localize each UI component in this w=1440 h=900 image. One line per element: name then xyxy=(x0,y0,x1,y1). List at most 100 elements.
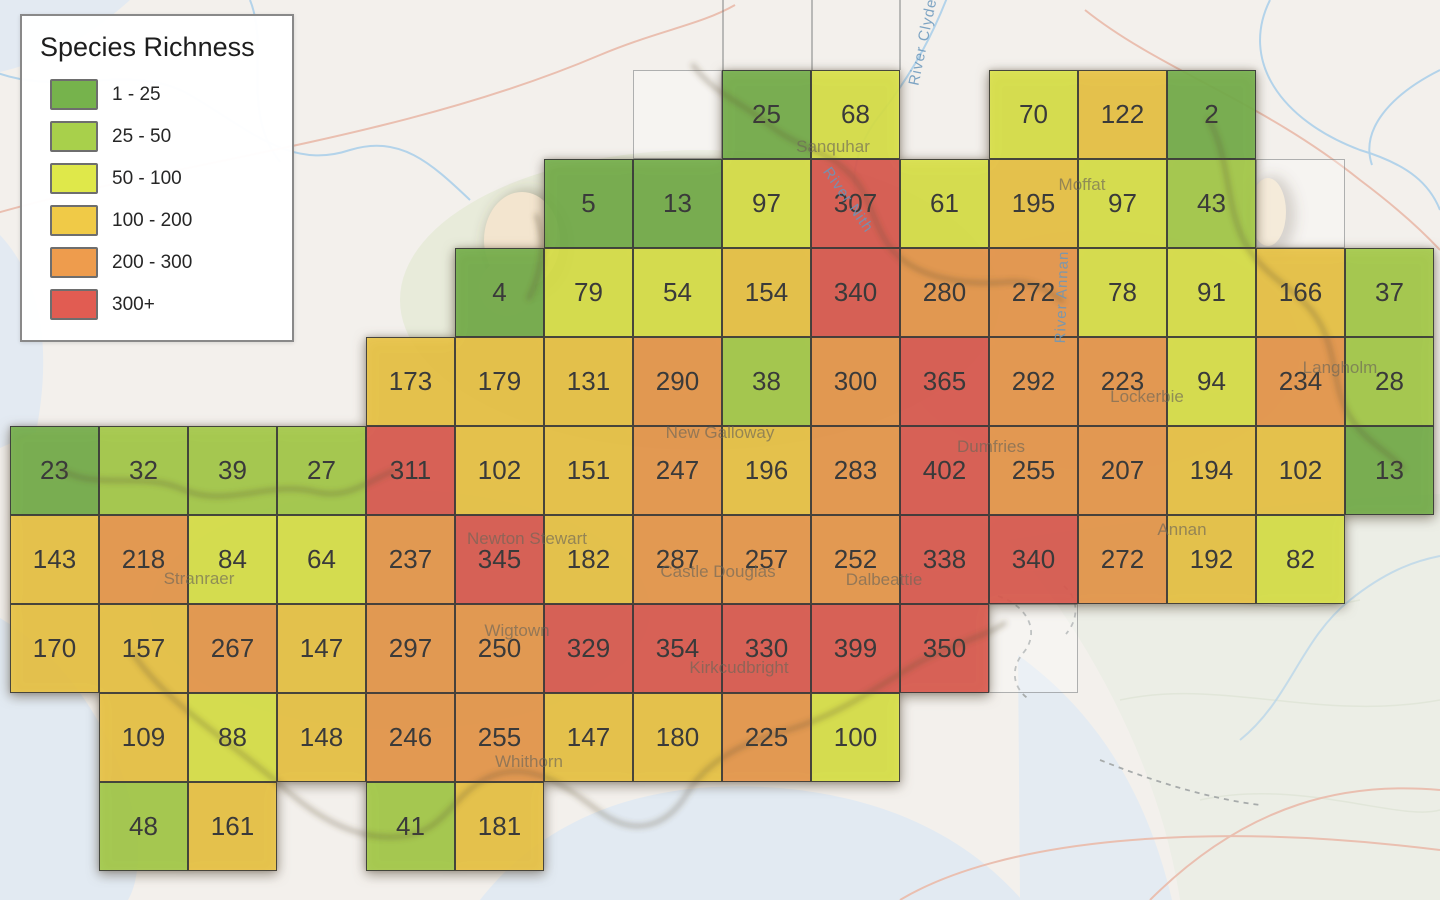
grid-cell[interactable]: 100 xyxy=(811,693,900,782)
grid-cell[interactable]: 91 xyxy=(1167,248,1256,337)
grid-cell[interactable]: 195 xyxy=(989,159,1078,248)
grid-cell[interactable]: 255 xyxy=(989,426,1078,515)
grid-cell[interactable]: 102 xyxy=(1256,426,1345,515)
grid-cell[interactable]: 297 xyxy=(366,604,455,693)
grid-cell[interactable]: 161 xyxy=(188,782,277,871)
grid-cell[interactable]: 267 xyxy=(188,604,277,693)
grid-cell[interactable]: 218 xyxy=(99,515,188,604)
legend-swatch-icon xyxy=(50,121,98,152)
grid-cell[interactable]: 283 xyxy=(811,426,900,515)
grid-cell[interactable]: 247 xyxy=(633,426,722,515)
grid-cell[interactable]: 179 xyxy=(455,337,544,426)
grid-cell[interactable]: 147 xyxy=(544,693,633,782)
grid-cell[interactable]: 223 xyxy=(1078,337,1167,426)
grid-cell[interactable]: 399 xyxy=(811,604,900,693)
grid-cell[interactable]: 182 xyxy=(544,515,633,604)
grid-cell[interactable]: 272 xyxy=(1078,515,1167,604)
grid-cell[interactable]: 237 xyxy=(366,515,455,604)
grid-cell[interactable]: 173 xyxy=(366,337,455,426)
grid-cell[interactable]: 287 xyxy=(633,515,722,604)
grid-cell[interactable]: 78 xyxy=(1078,248,1167,337)
grid-cell[interactable]: 246 xyxy=(366,693,455,782)
legend-panel: Species Richness 1 - 25 25 - 50 50 - 100 10… xyxy=(20,14,294,342)
grid-cell[interactable]: 225 xyxy=(722,693,811,782)
grid-cell[interactable]: 23 xyxy=(10,426,99,515)
grid-cell[interactable]: 196 xyxy=(722,426,811,515)
legend-swatch-icon xyxy=(50,289,98,320)
grid-cell[interactable]: 4 xyxy=(455,248,544,337)
grid-cell[interactable]: 292 xyxy=(989,337,1078,426)
grid-cell[interactable]: 122 xyxy=(1078,70,1167,159)
grid-cell[interactable]: 340 xyxy=(989,515,1078,604)
grid-cell[interactable]: 340 xyxy=(811,248,900,337)
grid-cell[interactable]: 194 xyxy=(1167,426,1256,515)
legend-item-label: 300+ xyxy=(112,293,155,315)
grid-cell[interactable]: 330 xyxy=(722,604,811,693)
grid-cell[interactable]: 257 xyxy=(722,515,811,604)
grid-cell[interactable]: 94 xyxy=(1167,337,1256,426)
grid-cell[interactable]: 311 xyxy=(366,426,455,515)
grid-cell[interactable]: 82 xyxy=(1256,515,1345,604)
grid-cell[interactable]: 68 xyxy=(811,70,900,159)
legend-item-label: 50 - 100 xyxy=(112,167,182,189)
grid-cell[interactable]: 70 xyxy=(989,70,1078,159)
grid-cell[interactable]: 54 xyxy=(633,248,722,337)
grid-cell[interactable]: 43 xyxy=(1167,159,1256,248)
grid-cell[interactable]: 2 xyxy=(1167,70,1256,159)
legend-item: 300+ xyxy=(50,289,274,320)
grid-cell[interactable]: 180 xyxy=(633,693,722,782)
grid-cell[interactable]: 39 xyxy=(188,426,277,515)
legend-title: Species Richness xyxy=(40,32,255,62)
grid-cell[interactable]: 41 xyxy=(366,782,455,871)
grid-cell[interactable]: 354 xyxy=(633,604,722,693)
grid-cell[interactable]: 350 xyxy=(900,604,989,693)
grid-cell[interactable]: 37 xyxy=(1345,248,1434,337)
grid-cell[interactable]: 147 xyxy=(277,604,366,693)
grid-cell[interactable]: 131 xyxy=(544,337,633,426)
grid-cell[interactable]: 25 xyxy=(722,70,811,159)
grid-cell[interactable]: 154 xyxy=(722,248,811,337)
grid-cell[interactable]: 32 xyxy=(99,426,188,515)
grid-cell[interactable]: 402 xyxy=(900,426,989,515)
grid-cell[interactable]: 64 xyxy=(277,515,366,604)
grid-cell[interactable]: 27 xyxy=(277,426,366,515)
grid-cell[interactable]: 148 xyxy=(277,693,366,782)
grid-cell[interactable]: 329 xyxy=(544,604,633,693)
grid-cell[interactable]: 170 xyxy=(10,604,99,693)
grid-cell[interactable]: 338 xyxy=(900,515,989,604)
grid-cell[interactable]: 151 xyxy=(544,426,633,515)
grid-cell[interactable]: 157 xyxy=(99,604,188,693)
grid-cell[interactable]: 109 xyxy=(99,693,188,782)
grid-cell[interactable]: 88 xyxy=(188,693,277,782)
grid-cell[interactable]: 5 xyxy=(544,159,633,248)
grid-cell[interactable]: 290 xyxy=(633,337,722,426)
grid-cell[interactable]: 255 xyxy=(455,693,544,782)
grid-cell[interactable]: 234 xyxy=(1256,337,1345,426)
grid-cell[interactable]: 272 xyxy=(989,248,1078,337)
grid-cell[interactable]: 13 xyxy=(633,159,722,248)
grid-cell[interactable]: 61 xyxy=(900,159,989,248)
grid-cell[interactable]: 300 xyxy=(811,337,900,426)
legend-swatch-icon xyxy=(50,163,98,194)
grid-cell[interactable]: 181 xyxy=(455,782,544,871)
grid-cell[interactable]: 13 xyxy=(1345,426,1434,515)
grid-cell[interactable]: 97 xyxy=(1078,159,1167,248)
grid-cell[interactable]: 38 xyxy=(722,337,811,426)
grid-cell[interactable]: 365 xyxy=(900,337,989,426)
grid-cell[interactable]: 28 xyxy=(1345,337,1434,426)
grid-cell[interactable]: 250 xyxy=(455,604,544,693)
grid-cell[interactable]: 143 xyxy=(10,515,99,604)
grid-cell[interactable]: 166 xyxy=(1256,248,1345,337)
grid-cell[interactable]: 252 xyxy=(811,515,900,604)
grid-cell[interactable]: 192 xyxy=(1167,515,1256,604)
grid-cell[interactable]: 48 xyxy=(99,782,188,871)
grid-cell[interactable]: 97 xyxy=(722,159,811,248)
grid-cell[interactable]: 280 xyxy=(900,248,989,337)
grid-cell[interactable]: 84 xyxy=(188,515,277,604)
grid-cell[interactable]: 307 xyxy=(811,159,900,248)
grid-cell[interactable]: 102 xyxy=(455,426,544,515)
grid-cell[interactable]: 345 xyxy=(455,515,544,604)
grid-cell[interactable]: 207 xyxy=(1078,426,1167,515)
grid-cell[interactable]: 79 xyxy=(544,248,633,337)
